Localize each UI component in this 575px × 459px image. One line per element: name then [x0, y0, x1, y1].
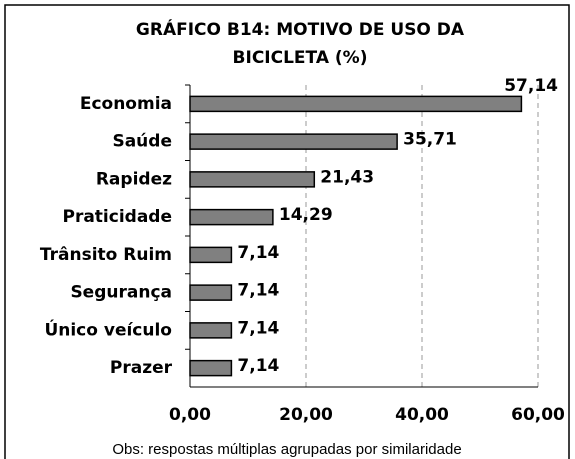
x-tick-label: 60,00 — [511, 405, 565, 425]
chart-frame — [4, 4, 570, 459]
note: Obs: respostas múltiplas agrupadas por s… — [112, 441, 461, 458]
data-label: 7,14 — [237, 281, 279, 301]
data-label: 21,43 — [320, 167, 374, 187]
data-label: 14,29 — [279, 205, 333, 225]
bar — [189, 284, 233, 301]
x-tick-label: 0,00 — [169, 405, 211, 425]
y-tick-label: Trânsito Ruim — [40, 245, 172, 265]
y-tick-label: Praticidade — [62, 207, 172, 227]
bar — [189, 246, 233, 264]
y-tick-label: Saúde — [112, 132, 172, 152]
y-tick-label: Rapidez — [96, 169, 172, 189]
bar — [189, 359, 233, 377]
y-tick-label: Segurança — [70, 283, 172, 303]
bar — [189, 208, 274, 226]
data-label: 7,14 — [237, 243, 279, 263]
bar — [189, 133, 398, 150]
x-tick-label: 40,00 — [395, 405, 449, 425]
data-label: 57,14 — [504, 76, 558, 96]
bar — [189, 322, 233, 339]
y-tick-label: Economia — [80, 94, 172, 114]
y-tick-label: Único veículo — [44, 318, 172, 340]
data-label: 7,14 — [237, 318, 279, 338]
y-tick-label: Prazer — [110, 358, 173, 378]
bar — [189, 171, 316, 188]
data-label: 35,71 — [403, 130, 457, 150]
chart-title: BICICLETA (%) — [233, 48, 368, 68]
chart-title: GRÁFICO B14: MOTIVO DE USO DA — [136, 18, 465, 40]
data-label: 7,14 — [237, 356, 279, 376]
bar — [189, 95, 523, 113]
x-tick-label: 20,00 — [279, 405, 333, 425]
